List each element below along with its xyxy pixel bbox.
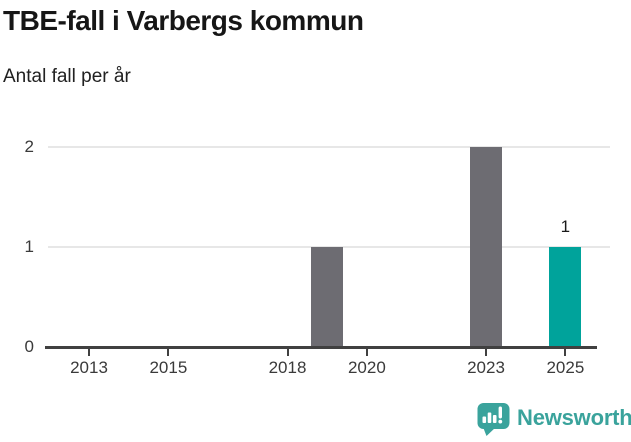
- x-tick-label-2015: 2015: [149, 358, 188, 377]
- x-tick-mark-2023: [485, 349, 487, 356]
- x-tick-label-2018: 2018: [268, 358, 307, 377]
- x-tick-label-2013: 2013: [70, 358, 108, 377]
- x-tick-mark-2018: [286, 349, 289, 356]
- gridline-y-2: [48, 146, 610, 148]
- bar-2023: [470, 147, 502, 346]
- bar-value-label-2025: 1: [560, 217, 571, 236]
- x-tick-mark-2015: [167, 349, 170, 356]
- bar-2019: [311, 247, 344, 346]
- y-tick-label-1: 1: [24, 237, 34, 256]
- x-tick-mark-2013: [88, 349, 90, 356]
- chart-subtitle: Antal fall per år: [3, 66, 131, 87]
- x-tick-label-2020: 2020: [347, 358, 386, 377]
- x-tick-mark-2020: [365, 349, 368, 356]
- x-axis-line: [45, 346, 597, 349]
- x-tick-mark-2025: [564, 349, 567, 356]
- x-tick-label-2023: 2023: [467, 358, 505, 377]
- y-tick-label-2: 2: [24, 137, 34, 156]
- x-tick-label-2025: 2025: [546, 358, 585, 377]
- bar-2025: [549, 247, 582, 346]
- y-tick-label-0: 0: [24, 337, 34, 356]
- newsworthy-chart-bubble-icon: [477, 401, 510, 442]
- newsworthy-brand-name: Newsworthy: [517, 405, 631, 430]
- chart-title: TBE-fall i Varbergs kommun: [3, 5, 364, 36]
